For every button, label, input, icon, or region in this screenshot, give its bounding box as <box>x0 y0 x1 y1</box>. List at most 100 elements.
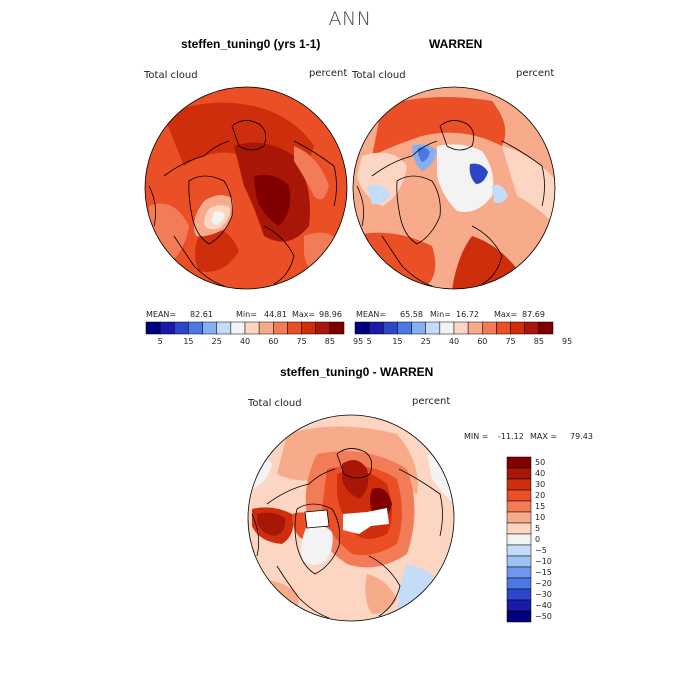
panel1-field-patch <box>254 174 291 226</box>
panel2-field-patch <box>452 236 555 289</box>
panel3-colorbar-swatch <box>506 577 532 590</box>
panel3-field-patch <box>301 524 333 565</box>
panel1-field-patch <box>294 146 329 200</box>
panel3-colorbar-tick-label: −30 <box>535 589 552 599</box>
panel2-mean-label: MEAN= <box>356 310 387 319</box>
panel3-coastline <box>398 468 443 537</box>
panel3-coastline <box>336 448 373 479</box>
panel3-colorbar-swatch <box>506 588 532 601</box>
panel2-colorbar-swatch <box>538 321 554 335</box>
panel3-colorbar <box>506 456 532 623</box>
panel2-coastline <box>501 140 545 207</box>
panel3-colorbar-swatch <box>506 610 532 623</box>
panel2-field-patch <box>367 184 390 205</box>
panel1-coastline <box>148 185 157 227</box>
panel3-polar-map <box>247 414 455 622</box>
panel2-colorbar-tick-label: 5 <box>366 337 372 346</box>
panel1-field-patch <box>195 226 239 272</box>
panel2-coastline <box>371 140 438 177</box>
panel3-colorbar-swatch <box>506 522 532 535</box>
panel2-colorbar-swatch <box>425 321 441 335</box>
panel1-colorbar-swatch <box>287 321 302 335</box>
panel2-field-patch <box>372 97 506 156</box>
panel1-units-label: percent <box>309 68 348 79</box>
panel1-coastline <box>231 120 267 151</box>
panel1-field-patch <box>211 211 225 225</box>
panel3-colorbar-tick-label: 10 <box>535 512 546 522</box>
panel3-field-patch <box>397 564 454 621</box>
panel2-polar-map <box>352 86 556 290</box>
panel2-field-patch <box>417 147 430 162</box>
panel2-mean-value: 65.58 <box>400 310 423 319</box>
panel1-colorbar-swatch <box>329 321 345 335</box>
panel2-min-value: 16.72 <box>456 310 479 319</box>
panel2-variable-label: Total cloud <box>352 70 406 81</box>
panel3-colorbar-swatch <box>506 478 532 491</box>
panel1-coastline <box>188 175 233 245</box>
panel1-field-patch <box>304 232 344 281</box>
panel3-field-patch <box>343 508 389 534</box>
panel1-colorbar-swatch <box>174 321 189 335</box>
panel1-colorbar-tick-label: 15 <box>183 337 194 346</box>
panel3-max-value: 79.43 <box>570 432 593 441</box>
panel3-colorbar-tick-label: 15 <box>535 501 546 511</box>
panel2-title: WARREN <box>429 37 483 51</box>
panel2-units-label: percent <box>516 68 555 79</box>
panel1-min-label: Min= <box>236 310 257 319</box>
panel1-colorbar-tick-label: 60 <box>268 337 279 346</box>
panel1-mean-label: MEAN= <box>146 310 177 319</box>
panel2-colorbar-tick-label: 60 <box>477 337 488 346</box>
figure-title: ANN <box>328 8 372 30</box>
panel1-colorbar-tick-label: 75 <box>296 337 307 346</box>
panel2-colorbar-swatch <box>496 321 511 335</box>
panel1-colorbar-tick-label: 5 <box>157 337 163 346</box>
panel1-coastline <box>293 140 337 207</box>
panel2-coastline <box>439 120 475 151</box>
panel2-field-patch <box>492 184 508 204</box>
panel2-field-patch <box>437 144 494 212</box>
panel2-colorbar-swatch <box>510 321 525 335</box>
panel3-min-value: -11.12 <box>498 432 524 441</box>
panel1-colorbar-tick-label: 40 <box>239 337 251 346</box>
panel1-colorbar-swatch <box>258 321 274 335</box>
panel2-colorbar-swatch <box>482 321 497 335</box>
panel3-colorbar-tick-label: −50 <box>535 611 552 621</box>
panel3-field-patch <box>365 574 397 614</box>
panel3-title: steffen_tuning0 - WARREN <box>280 365 434 379</box>
panel2-colorbar-tick-label: 25 <box>420 337 431 346</box>
panel3-colorbar-tick-label: −15 <box>535 567 552 577</box>
panel3-colorbar-swatch <box>506 544 532 557</box>
panel3-colorbar-swatch <box>506 533 532 546</box>
panel3-map-border <box>247 414 455 622</box>
panel2-coastline <box>381 235 433 287</box>
panel2-field-patch <box>469 163 488 184</box>
panel2-colorbar-swatch <box>467 321 483 335</box>
panel3-colorbar-swatch <box>506 489 532 502</box>
panel1-map-border <box>144 86 348 290</box>
panel3-colorbar-swatch <box>506 511 532 524</box>
panel1-colorbar-swatch <box>315 321 331 335</box>
panel3-coastline <box>304 509 330 529</box>
panel3-coastline <box>266 468 336 505</box>
panel2-colorbar <box>354 321 554 335</box>
panel1-colorbar-swatch <box>230 321 246 335</box>
panel3-colorbar-tick-label: 30 <box>535 479 546 489</box>
panel3-colorbar-tick-label: 40 <box>535 468 546 478</box>
panel1-colorbar-tick-label: 25 <box>211 337 222 346</box>
panel1-colorbar-swatch <box>301 321 316 335</box>
panel3-colorbar-swatch <box>506 467 532 480</box>
panel1-colorbar <box>145 321 345 335</box>
panel1-polar-map <box>144 86 348 290</box>
panel2-colorbar-tick-label: 95 <box>562 337 573 346</box>
panel2-coastline <box>356 185 365 227</box>
panel3-field-patch <box>257 512 286 536</box>
panel3-field-patch <box>427 454 454 504</box>
panel1-colorbar-swatch <box>273 321 288 335</box>
panel3-colorbar-tick-label: −10 <box>535 556 552 566</box>
panel2-colorbar-swatch <box>354 321 370 335</box>
panel2-map-border <box>352 86 556 290</box>
panel2-colorbar-tick-label: 15 <box>392 337 403 346</box>
panel3-colorbar-tick-label: 0 <box>535 534 541 544</box>
panel3-colorbar-swatch <box>506 456 532 469</box>
panel3-colorbar-tick-label: 5 <box>535 523 541 533</box>
